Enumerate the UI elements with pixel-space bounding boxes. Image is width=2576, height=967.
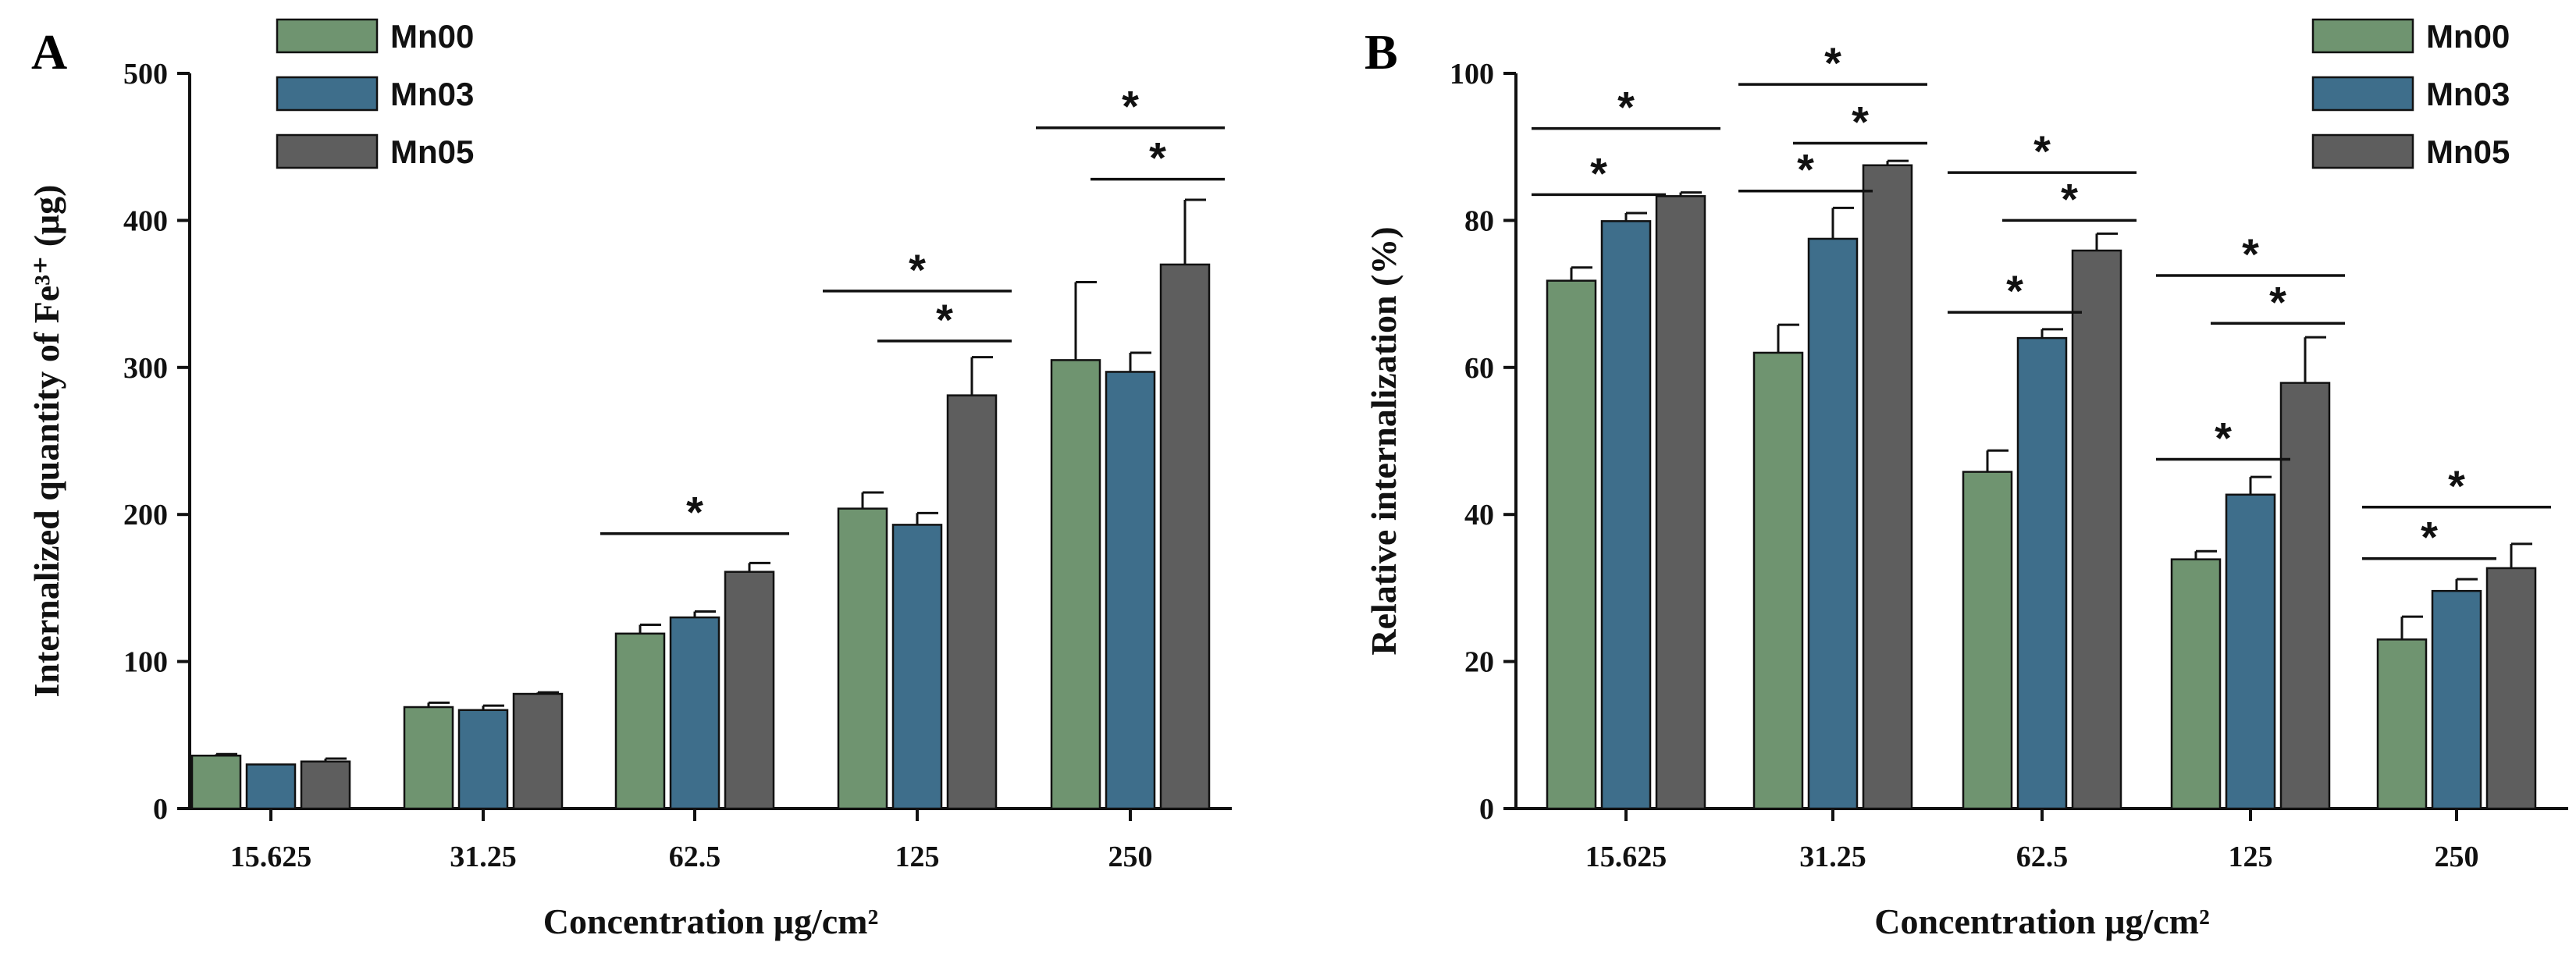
x-tick-label: 31.25 [450, 841, 517, 873]
x-tick-label: 250 [1108, 841, 1153, 873]
panel-a-chart: A 0 100 200 300 400 500 Internalized quantity o… [27, 18, 1232, 941]
legend-label-mn05: Mn05 [390, 133, 474, 170]
bar-mn03 [2016, 336, 2068, 810]
x-tick-label: 62.5 [669, 841, 721, 873]
panel-b-chart: B 0 20 40 60 80 100 Relative internalization (%… [1364, 18, 2568, 941]
y-tick-label: 20 [1464, 646, 1494, 679]
x-axis-title: Concentration μg/cm² [1874, 901, 2210, 941]
significance-star: * [2269, 277, 2286, 326]
y-tick-label: 100 [1450, 58, 1494, 91]
legend-label-mn03: Mn03 [390, 76, 474, 112]
bar-mn03 [2225, 493, 2276, 810]
x-tick-label: 31.25 [1799, 841, 1866, 873]
bar-mn05 [512, 692, 564, 810]
y-axis-title: Internalized quantity of Fe³⁺ (μg) [27, 185, 66, 698]
bar-mn03 [457, 709, 509, 810]
y-tick-label: 0 [153, 793, 168, 826]
y-tick-label: 100 [123, 646, 168, 679]
significance-star: * [936, 295, 953, 344]
legend-swatch-mn05 [276, 133, 379, 169]
significance-star: * [2448, 461, 2465, 510]
legend-swatch-mn00 [276, 18, 379, 54]
significance-star: * [2215, 414, 2232, 463]
bar-mn03 [1105, 371, 1156, 810]
bar-mn05 [946, 394, 998, 810]
x-tick-label: 15.625 [230, 841, 312, 873]
significance-star: * [2033, 126, 2051, 176]
legend-label-mn03: Mn03 [2426, 76, 2510, 112]
legend-swatch-mn03 [276, 76, 379, 112]
significance-star: * [1852, 97, 1869, 146]
panel-letter-b: B [1364, 24, 1398, 80]
bar-mn00 [1546, 279, 1597, 810]
bar-mn03 [2431, 589, 2482, 810]
significance-star: * [2006, 266, 2023, 315]
bar-mn00 [2170, 558, 2222, 810]
bar-mn03 [245, 763, 297, 810]
y-tick-label: 200 [123, 499, 168, 531]
significance-star: * [1122, 82, 1139, 131]
bar-mn05 [724, 571, 775, 810]
significance-star: * [1617, 83, 1635, 132]
bar-mn00 [1050, 359, 1101, 810]
bar-mn00 [1962, 471, 2013, 810]
x-axis-title: Concentration μg/cm² [543, 901, 879, 941]
bar-mn05 [1862, 164, 1913, 810]
significance-star: * [1590, 148, 1607, 197]
significance-star: * [909, 245, 926, 294]
legend-label-mn00: Mn00 [390, 18, 474, 55]
legend-label-mn00: Mn00 [2426, 18, 2510, 55]
significance-star: * [1149, 133, 1166, 183]
significance-star: * [2242, 229, 2259, 279]
bar-mn03 [891, 524, 943, 810]
y-tick-label: 80 [1464, 204, 1494, 237]
x-tick-label: 15.625 [1585, 841, 1667, 873]
y-tick-label: 60 [1464, 352, 1494, 385]
y-tick-label: 300 [123, 352, 168, 385]
y-axis-title: Relative internalization (%) [1364, 226, 1404, 655]
x-tick-label: 62.5 [2016, 841, 2069, 873]
bar-mn00 [837, 507, 888, 810]
significance-star: * [1824, 38, 1841, 87]
bar-mn03 [1807, 237, 1859, 810]
panel-letter-a: A [31, 24, 67, 80]
x-tick-label: 125 [2229, 841, 2273, 873]
bar-mn00 [2376, 638, 2428, 810]
y-tick-label: 400 [123, 204, 168, 237]
legend-swatch-mn03 [2311, 76, 2414, 112]
bar-mn05 [2279, 382, 2331, 810]
y-tick-label: 500 [123, 58, 168, 91]
bar-mn05 [2071, 249, 2122, 810]
bar-mn05 [2485, 567, 2537, 810]
bar-mn05 [300, 760, 351, 810]
significance-star: * [1797, 145, 1814, 194]
x-tick-label: 125 [895, 841, 940, 873]
bar-mn00 [614, 632, 666, 810]
significance-star: * [686, 488, 703, 537]
bar-mn03 [669, 616, 720, 810]
bar-mn05 [1159, 263, 1211, 810]
y-tick-label: 0 [1479, 793, 1494, 826]
bar-mn03 [1600, 220, 1652, 810]
legend-label-mn05: Mn05 [2426, 133, 2510, 170]
significance-star: * [2421, 513, 2438, 562]
bar-mn00 [403, 706, 454, 810]
bar-mn00 [190, 754, 242, 810]
bar-mn00 [1752, 351, 1804, 810]
legend-swatch-mn00 [2311, 18, 2414, 54]
x-tick-label: 250 [2435, 841, 2479, 873]
bar-mn05 [1655, 195, 1706, 810]
y-tick-label: 40 [1464, 499, 1494, 531]
significance-star: * [2061, 174, 2078, 223]
legend-swatch-mn05 [2311, 133, 2414, 169]
